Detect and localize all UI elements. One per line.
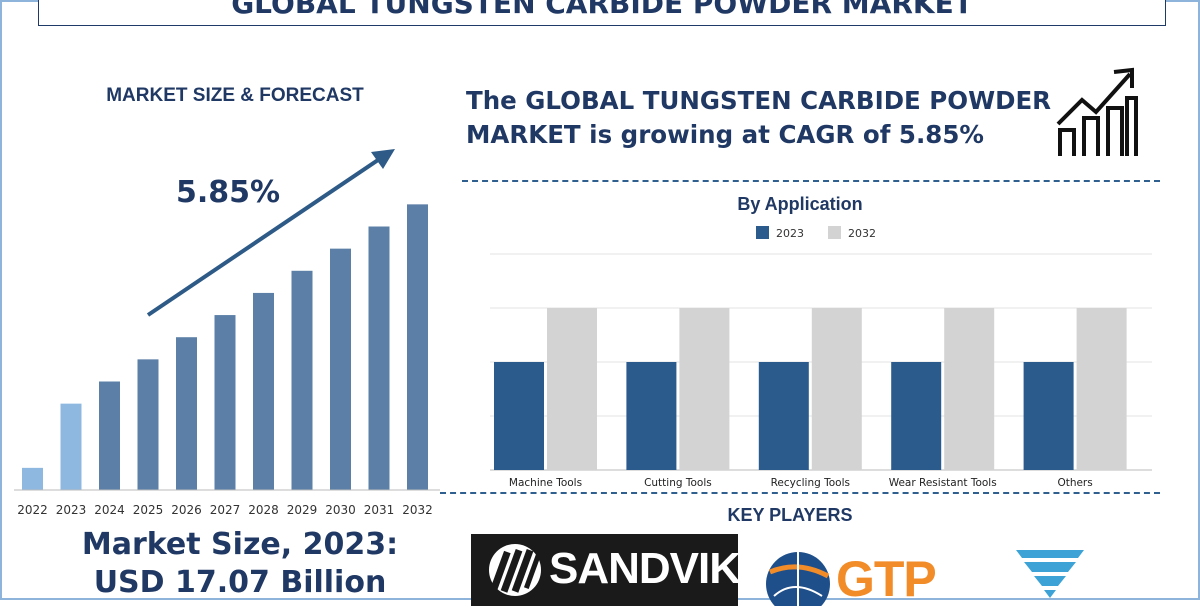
year-tick-label: 2028 bbox=[248, 503, 279, 517]
legend-swatch-2032 bbox=[828, 226, 841, 239]
forecast-bar-2027 bbox=[214, 315, 236, 490]
forecast-bar-2023 bbox=[60, 403, 82, 490]
market-size-line2: USD 17.07 Billion bbox=[93, 565, 387, 600]
market-size-text: Market Size, 2023: USD 17.07 Billion bbox=[40, 526, 440, 602]
year-tick-label: 2032 bbox=[402, 503, 433, 517]
year-tick-label: 2022 bbox=[17, 503, 48, 517]
cagr-label: 5.85% bbox=[176, 175, 280, 210]
forecast-bar-2024 bbox=[99, 381, 120, 490]
market-size-line1: Market Size, 2023: bbox=[81, 527, 399, 562]
forecast-bar-2030 bbox=[330, 248, 351, 490]
trend-arrow-shaft bbox=[146, 154, 386, 317]
app-bar-2032 bbox=[547, 308, 597, 470]
headline-line2: MARKET is growing at CAGR of 5.85% bbox=[466, 120, 984, 149]
year-tick-label: 2024 bbox=[94, 503, 125, 517]
cagr-headline: The GLOBAL TUNGSTEN CARBIDE POWDER MARKE… bbox=[466, 84, 1066, 152]
app-bar-2023 bbox=[758, 362, 809, 470]
legend-item-2023: 2023 bbox=[756, 226, 804, 240]
sandvik-wordmark: SANDVIK bbox=[549, 544, 738, 593]
year-tick-label: 2030 bbox=[325, 503, 356, 517]
app-category-label: Cutting Tools bbox=[644, 477, 712, 489]
year-tick-label: 2023 bbox=[56, 503, 87, 517]
app-bar-2032 bbox=[811, 308, 862, 470]
forecast-bar-2025 bbox=[137, 359, 159, 490]
title-banner: GLOBAL TUNGSTEN CARBIDE POWDER MARKET bbox=[38, 0, 1166, 26]
forecast-bar-2032 bbox=[407, 204, 428, 490]
forecast-bar-2028 bbox=[253, 292, 274, 490]
app-bar-2032 bbox=[944, 308, 995, 470]
app-bar-2032 bbox=[679, 308, 730, 470]
forecast-bar-2022 bbox=[22, 467, 43, 490]
year-tick-label: 2027 bbox=[210, 503, 241, 517]
market-size-heading: MARKET SIZE & FORECAST bbox=[106, 85, 364, 106]
blue-chevron-logo bbox=[1016, 550, 1084, 598]
sandvik-logo: SANDVIK bbox=[471, 534, 738, 606]
key-players-heading: KEY PLAYERS bbox=[727, 505, 853, 525]
gtp-wordmark: GTP bbox=[836, 551, 937, 607]
legend-item-2032: 2032 bbox=[828, 226, 876, 240]
application-bar-chart: Machine Tools Cutting Tools Recycling Tool… bbox=[490, 253, 1152, 489]
year-tick-label: 2031 bbox=[364, 503, 395, 517]
forecast-bar-2026 bbox=[176, 337, 197, 490]
gtp-globe-icon bbox=[766, 552, 830, 606]
growth-bar-chart-arrow-icon bbox=[1056, 67, 1138, 156]
forecast-bar-2029 bbox=[291, 270, 313, 490]
trend-arrow-head bbox=[371, 149, 395, 169]
year-tick-label: 2026 bbox=[171, 503, 202, 517]
application-chart-title: By Application bbox=[737, 194, 863, 214]
legend-swatch-2023 bbox=[756, 226, 769, 239]
year-tick-label: 2025 bbox=[133, 503, 164, 517]
section-divider bbox=[462, 180, 1160, 182]
legend-label-2032: 2032 bbox=[848, 227, 876, 240]
section-divider-lower bbox=[440, 492, 1160, 494]
app-bar-2023 bbox=[1023, 362, 1074, 470]
legend-label-2023: 2023 bbox=[776, 227, 804, 240]
app-bar-2023 bbox=[494, 362, 544, 470]
year-tick-label: 2029 bbox=[287, 503, 318, 517]
app-bar-2032 bbox=[1076, 308, 1127, 470]
app-category-label: Wear Resistant Tools bbox=[889, 477, 997, 489]
market-forecast-chart: 2022 2023 2024 2025 2026 2027 2028 2029 2030 2031… bbox=[14, 149, 440, 517]
gtp-logo: GTP bbox=[764, 546, 964, 607]
app-category-label: Machine Tools bbox=[509, 477, 582, 489]
headline-line1: The GLOBAL TUNGSTEN CARBIDE POWDER bbox=[466, 86, 1052, 115]
forecast-bar-2031 bbox=[368, 226, 390, 490]
sandvik-emblem-icon bbox=[489, 544, 541, 596]
page-title: GLOBAL TUNGSTEN CARBIDE POWDER MARKET bbox=[231, 0, 973, 20]
app-bar-2023 bbox=[626, 362, 677, 470]
app-bar-2023 bbox=[891, 362, 942, 470]
app-category-label: Recycling Tools bbox=[771, 477, 850, 489]
app-category-label: Others bbox=[1057, 477, 1092, 489]
